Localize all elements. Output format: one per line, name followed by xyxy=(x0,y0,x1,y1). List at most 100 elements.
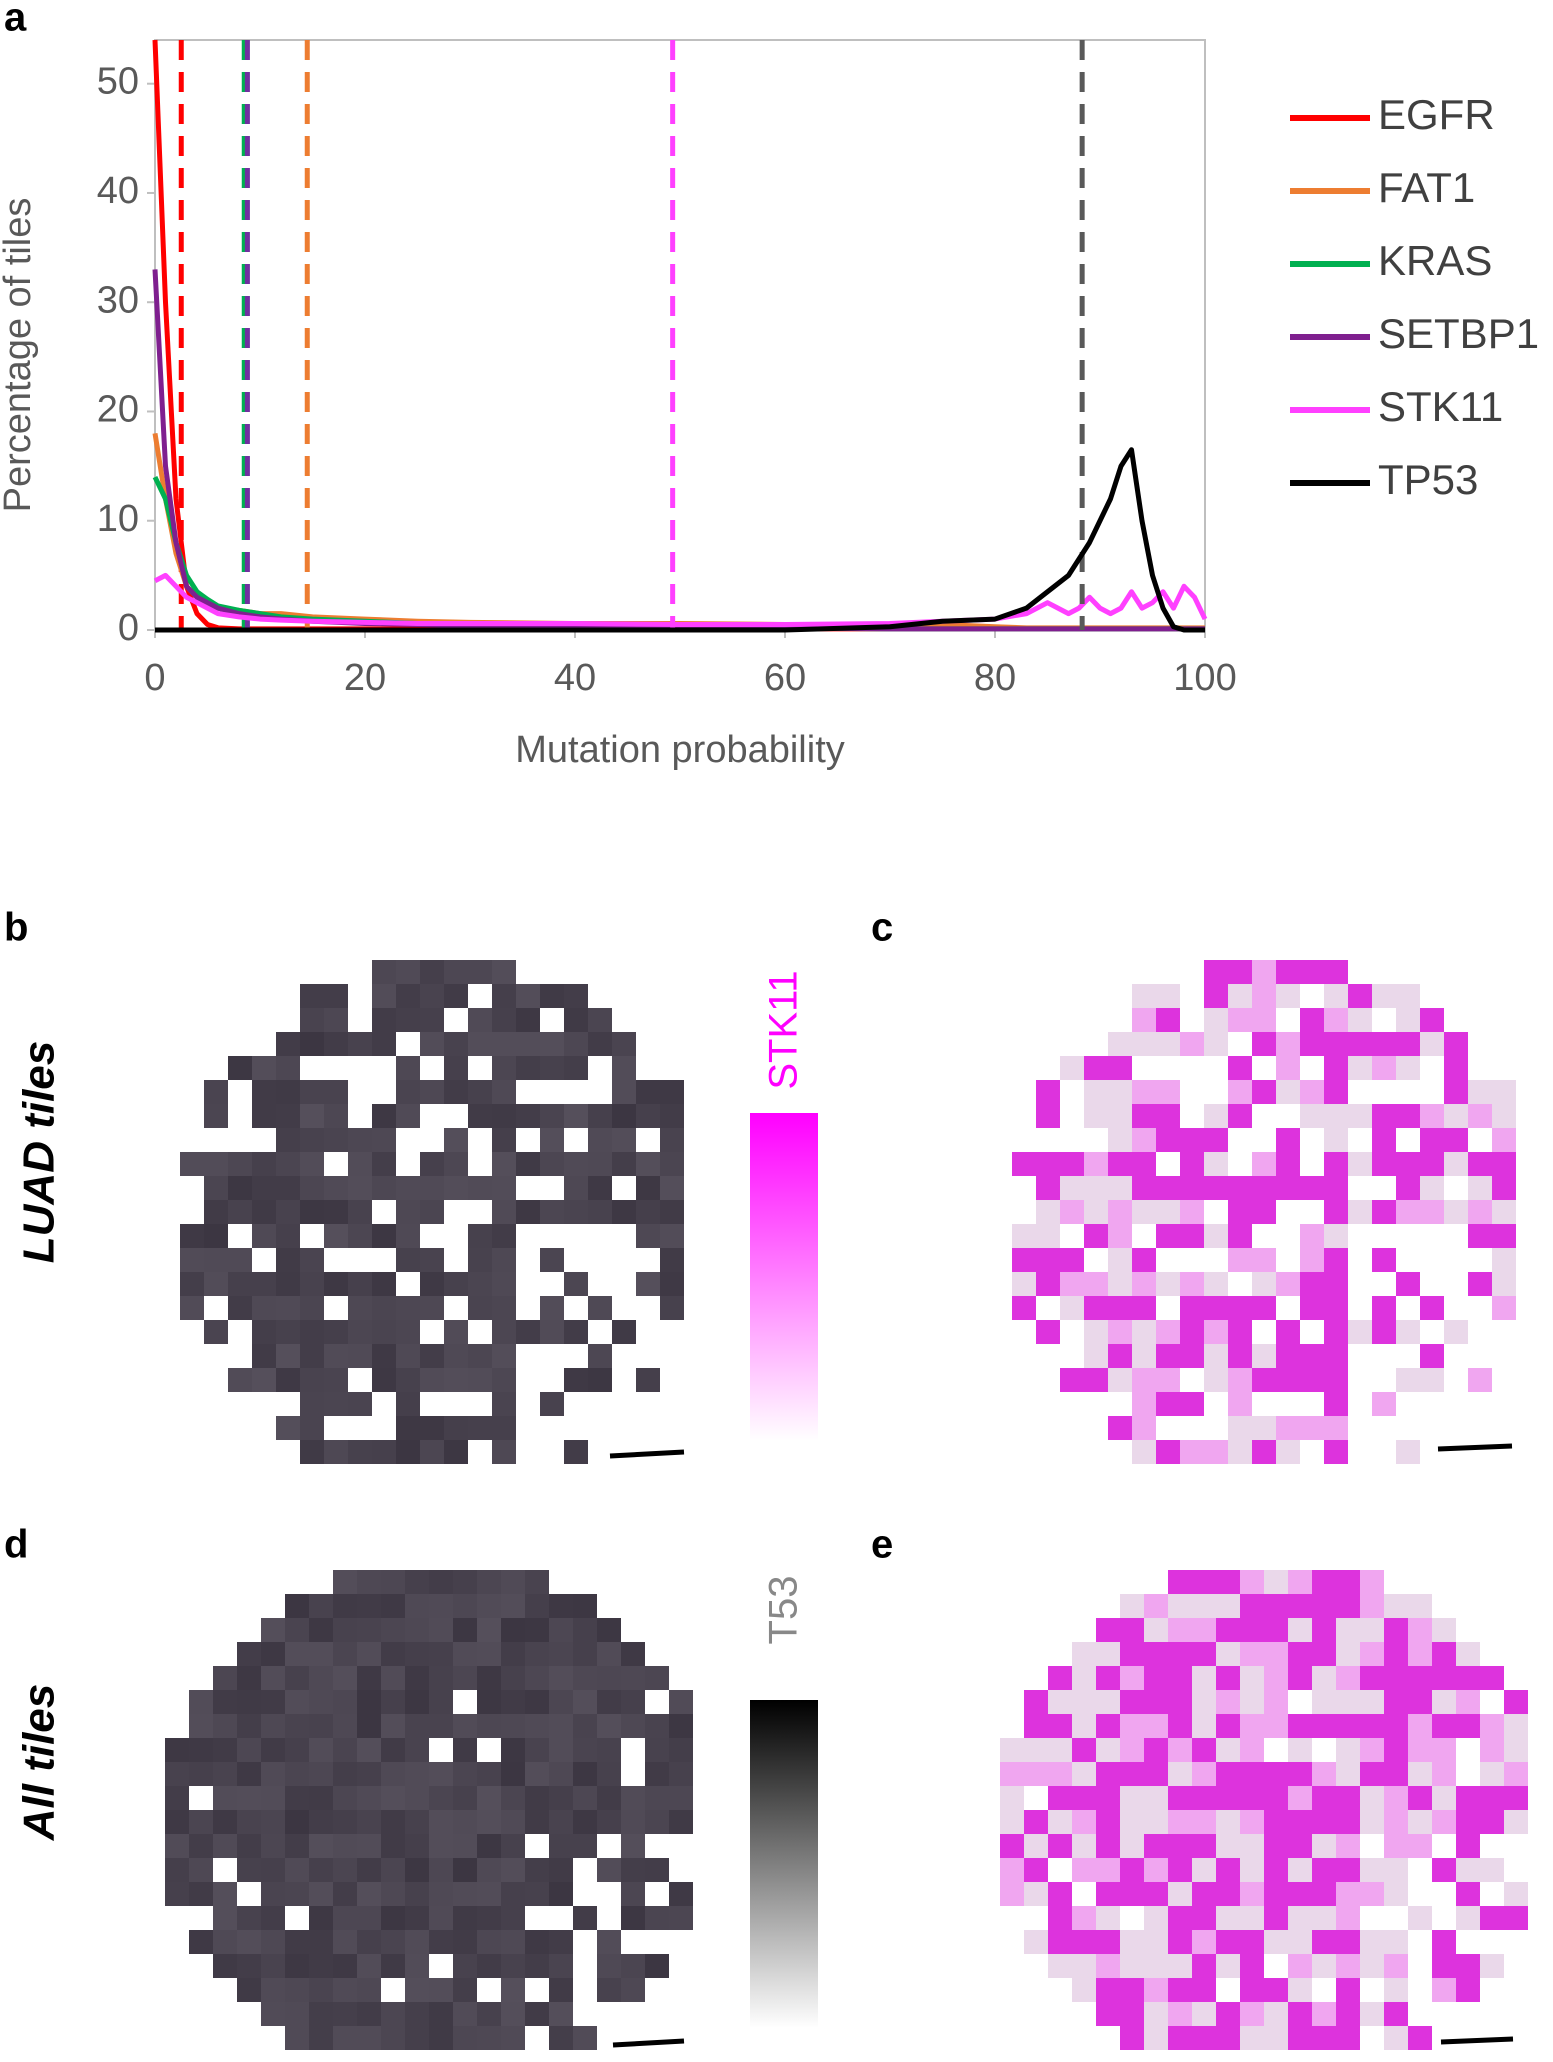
tile xyxy=(213,1762,237,1786)
tile xyxy=(381,1762,405,1786)
tile xyxy=(405,1738,429,1762)
tile xyxy=(636,1272,660,1296)
tile xyxy=(525,1594,549,1618)
tile xyxy=(1408,1666,1432,1690)
tile xyxy=(1408,1762,1432,1786)
tile xyxy=(1036,1104,1060,1128)
tile xyxy=(1324,1224,1348,1248)
tile xyxy=(492,1416,516,1440)
tile xyxy=(1156,1368,1180,1392)
tile xyxy=(405,1954,429,1978)
tile xyxy=(1480,1810,1504,1834)
tile xyxy=(1084,1320,1108,1344)
tile xyxy=(1120,2026,1144,2050)
tile xyxy=(429,1978,453,2002)
tile xyxy=(381,1930,405,1954)
tile xyxy=(453,1834,477,1858)
tile xyxy=(501,1834,525,1858)
tile xyxy=(588,1344,612,1368)
tile xyxy=(1360,1642,1384,1666)
tile xyxy=(1312,1618,1336,1642)
tile xyxy=(237,1810,261,1834)
tile xyxy=(1024,1690,1048,1714)
tile xyxy=(324,984,348,1008)
tile xyxy=(372,1008,396,1032)
tile xyxy=(1348,1200,1372,1224)
tile xyxy=(597,1618,621,1642)
tile xyxy=(1180,1296,1204,1320)
tile xyxy=(501,1594,525,1618)
tile xyxy=(285,1714,309,1738)
tile xyxy=(1360,1810,1384,1834)
tile xyxy=(261,1834,285,1858)
tile xyxy=(477,1882,501,1906)
tile xyxy=(1504,1786,1528,1810)
colorbar-label: T53 xyxy=(762,1576,806,1645)
tile xyxy=(1288,1642,1312,1666)
tile xyxy=(180,1272,204,1296)
tile xyxy=(645,1762,669,1786)
tile xyxy=(1276,1272,1300,1296)
tile xyxy=(501,1978,525,2002)
tile xyxy=(405,1570,429,1594)
tile xyxy=(300,1248,324,1272)
tile xyxy=(1252,1152,1276,1176)
tile xyxy=(348,1224,372,1248)
tile xyxy=(501,1666,525,1690)
tile xyxy=(1120,1930,1144,1954)
tile xyxy=(213,1666,237,1690)
tile xyxy=(1240,1618,1264,1642)
tile xyxy=(1240,1786,1264,1810)
tile xyxy=(1108,1200,1132,1224)
tile xyxy=(189,1714,213,1738)
tile xyxy=(1492,1104,1516,1128)
tile xyxy=(1132,1392,1156,1416)
tile xyxy=(1468,1368,1492,1392)
tile xyxy=(1132,1344,1156,1368)
tile xyxy=(1012,1272,1036,1296)
tile xyxy=(1240,1642,1264,1666)
tile xyxy=(213,1834,237,1858)
tile xyxy=(1144,1834,1168,1858)
tile xyxy=(1108,1416,1132,1440)
tile xyxy=(1288,1882,1312,1906)
tile xyxy=(1168,1834,1192,1858)
tile xyxy=(1360,1594,1384,1618)
tile xyxy=(189,1690,213,1714)
tile xyxy=(1312,1666,1336,1690)
tile xyxy=(1180,1200,1204,1224)
tile xyxy=(309,2026,333,2050)
tile xyxy=(396,1080,420,1104)
tile xyxy=(1132,1128,1156,1152)
tile xyxy=(516,1056,540,1080)
tile xyxy=(1180,1128,1204,1152)
tile xyxy=(405,1642,429,1666)
tile xyxy=(228,1152,252,1176)
tile xyxy=(1288,1858,1312,1882)
tile xyxy=(396,1368,420,1392)
tile xyxy=(1276,1152,1300,1176)
tile xyxy=(1168,2002,1192,2026)
tile xyxy=(1036,1080,1060,1104)
tile xyxy=(468,1248,492,1272)
tile xyxy=(261,1738,285,1762)
tile xyxy=(1252,1296,1276,1320)
tile xyxy=(381,1906,405,1930)
tile xyxy=(1252,984,1276,1008)
tile xyxy=(1108,1320,1132,1344)
y-tick-label: 50 xyxy=(97,61,139,103)
tile xyxy=(525,1666,549,1690)
tile xyxy=(645,1666,669,1690)
tile xyxy=(1336,1906,1360,1930)
tile xyxy=(1336,2026,1360,2050)
tile xyxy=(540,1392,564,1416)
tile xyxy=(420,1008,444,1032)
tile xyxy=(1120,1858,1144,1882)
tile xyxy=(1084,1224,1108,1248)
tile xyxy=(1024,1762,1048,1786)
tile xyxy=(477,1954,501,1978)
tile xyxy=(1504,1690,1528,1714)
tile xyxy=(333,1978,357,2002)
tile xyxy=(1144,1930,1168,1954)
tile xyxy=(252,1080,276,1104)
